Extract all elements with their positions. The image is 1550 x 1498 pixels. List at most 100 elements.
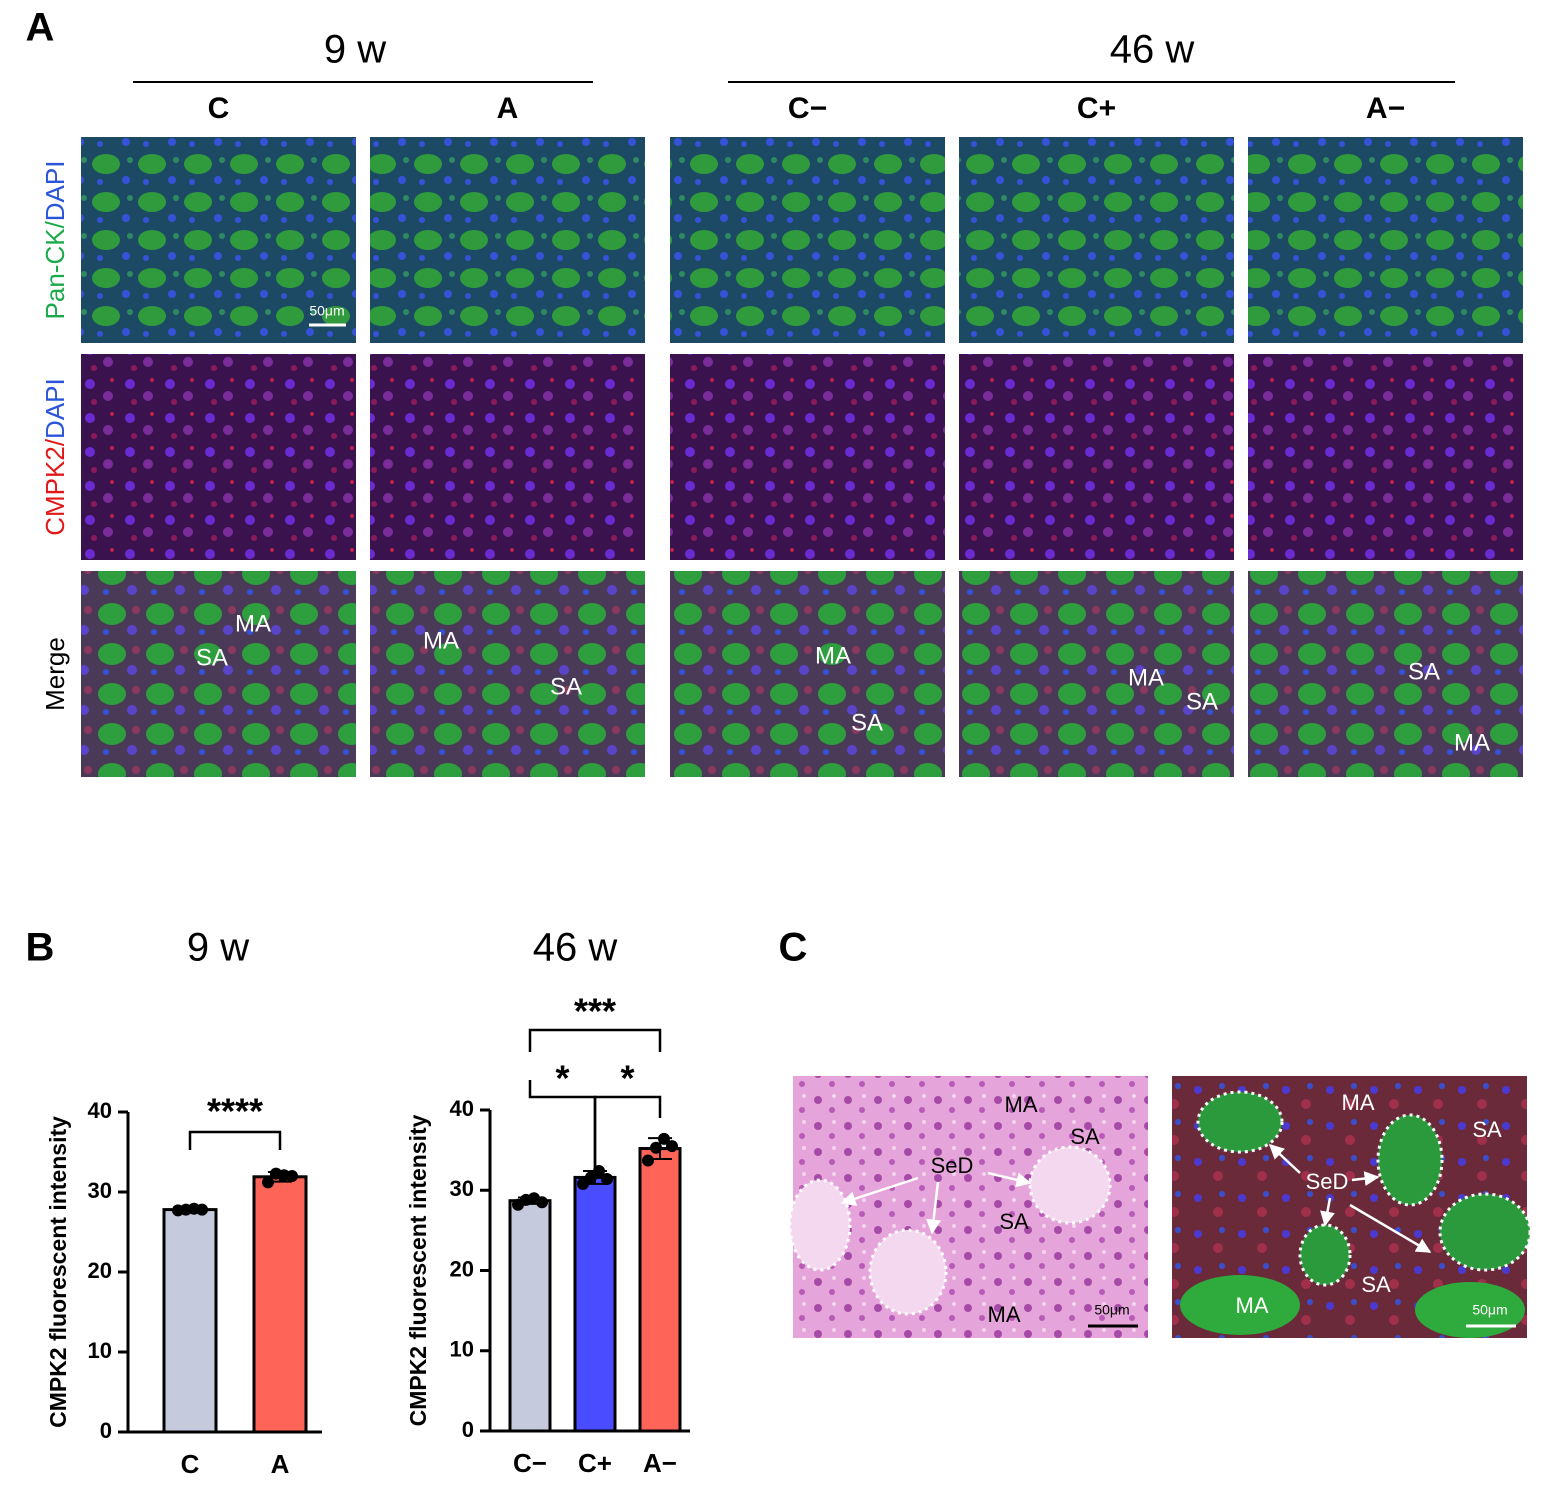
arrow [1351, 1171, 1380, 1186]
x-tick-label: A− [643, 1448, 677, 1478]
region-label: MA [1454, 729, 1490, 756]
micrograph [370, 137, 645, 343]
y-axis-label: CMPK2 fluorescent intensity [45, 1116, 71, 1428]
arrow [840, 1176, 919, 1206]
micrograph [81, 571, 356, 777]
data-point [262, 1176, 274, 1189]
row-label: Merge [40, 637, 70, 711]
sed-outline [1376, 1113, 1444, 1207]
x-tick-label: A [271, 1449, 290, 1479]
arrow [1320, 1197, 1335, 1227]
data-point [642, 1154, 654, 1167]
significance-bracket [593, 1095, 662, 1175]
micrograph [1248, 137, 1523, 343]
region-label: MA [1128, 664, 1164, 691]
group-label: 46 w [1110, 28, 1195, 72]
sed-outline [1028, 1145, 1112, 1225]
micrograph [959, 354, 1234, 560]
arrow [926, 1181, 942, 1235]
scale-bar-label: 50μm [1094, 1302, 1129, 1318]
row-label: Pan-CK/DAPI [40, 161, 70, 320]
sed-outline [788, 1178, 852, 1272]
significance-label: * [620, 1058, 634, 1099]
region-label: MA [988, 1302, 1021, 1327]
region-label: MA [1005, 1092, 1038, 1117]
micrograph [81, 354, 356, 560]
region-label: SeD [931, 1153, 974, 1178]
data-point [650, 1141, 662, 1154]
group-label: 9 w [324, 28, 386, 72]
bar [162, 1208, 218, 1434]
column-label: C+ [1077, 92, 1116, 125]
micrograph [959, 571, 1234, 777]
row-label: CMPK2/DAPI [40, 378, 70, 536]
region-label: SeD [1306, 1169, 1349, 1194]
region-label: SA [550, 673, 582, 700]
y-tick-label: 20 [450, 1256, 474, 1281]
region-label: MA [815, 642, 851, 669]
region-label: SA [1070, 1124, 1100, 1149]
sed-outline [1438, 1192, 1532, 1272]
column-label: A [497, 92, 519, 125]
y-tick-label: 0 [462, 1417, 474, 1442]
bar [638, 1147, 682, 1433]
region-label: SA [999, 1209, 1029, 1234]
panel-label: C [779, 926, 808, 970]
x-tick-label: C− [513, 1448, 547, 1478]
arrow [1268, 1143, 1301, 1174]
data-point [658, 1132, 670, 1145]
column-label: A− [1366, 92, 1405, 125]
region-label: MA [235, 610, 271, 637]
micrograph [1248, 571, 1523, 777]
arrow [1349, 1203, 1432, 1254]
sed-outline [1196, 1090, 1284, 1154]
row-label-part: Merge [40, 637, 70, 711]
region-label: SA [1361, 1272, 1391, 1297]
y-tick-label: 30 [88, 1178, 112, 1203]
panel-label: A [26, 6, 55, 50]
region-label: MA [423, 627, 459, 654]
panel-label: B [26, 926, 55, 970]
significance-label: * [555, 1058, 569, 1099]
region-label: SA [851, 709, 883, 736]
significance-label: **** [207, 1091, 263, 1132]
micrograph [370, 571, 645, 777]
sed-outline [1298, 1223, 1352, 1287]
y-tick-label: 20 [88, 1258, 112, 1283]
y-tick-label: 40 [88, 1098, 112, 1123]
micrograph [370, 354, 645, 560]
micrograph [81, 137, 356, 343]
bar [508, 1199, 552, 1433]
scale-bar-label: 50μm [1472, 1302, 1507, 1318]
data-point [196, 1203, 208, 1216]
bar [573, 1175, 617, 1433]
y-tick-label: 30 [450, 1176, 474, 1201]
micrograph [670, 137, 945, 343]
y-tick-label: 10 [88, 1338, 112, 1363]
scale-bar-label: 50μm [309, 303, 344, 319]
significance-bracket [188, 1130, 282, 1150]
data-point [536, 1196, 548, 1209]
tubule [1180, 1275, 1300, 1335]
tubule [1415, 1282, 1525, 1338]
data-point [286, 1170, 298, 1182]
row-label-part: DAPI [40, 378, 70, 439]
y-tick-label: 40 [450, 1096, 474, 1121]
data-point [666, 1140, 678, 1153]
y-tick-label: 10 [450, 1337, 474, 1362]
region-label: SA [1472, 1117, 1502, 1142]
region-label: SA [196, 644, 228, 671]
data-point [577, 1177, 589, 1190]
micrograph [670, 571, 945, 777]
region-label: SA [1186, 688, 1218, 715]
x-tick-label: C [181, 1449, 200, 1479]
chart-title: 46 w [533, 926, 618, 970]
significance-bracket [528, 1028, 662, 1052]
row-label-part: CMPK2/ [40, 438, 70, 536]
micrograph [1248, 354, 1523, 560]
sed-outline [868, 1228, 948, 1316]
chart-title: 9 w [187, 926, 249, 970]
y-axis-label: CMPK2 fluorescent intensity [405, 1114, 431, 1426]
